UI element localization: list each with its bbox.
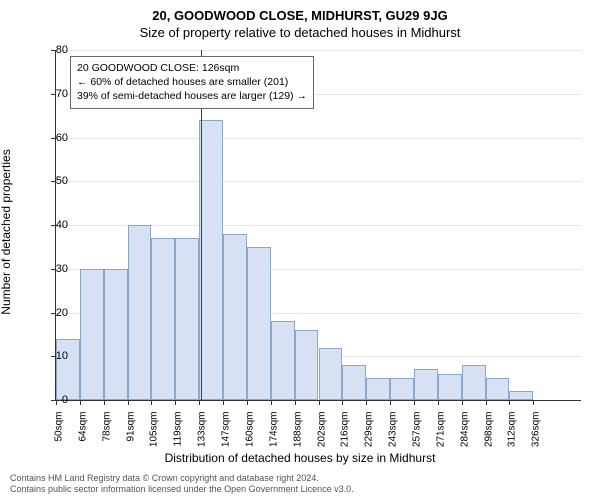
annotation-line-2: ← 60% of detached houses are smaller (20… [77,75,307,89]
x-tick-mark [319,400,320,405]
x-tick-label: 229sqm [364,412,375,462]
histogram-bar [462,365,486,400]
x-tick-mark [342,400,343,405]
x-tick-label: 174sqm [268,412,279,462]
x-tick-label: 147sqm [221,412,232,462]
y-tick-label: 10 [38,350,68,362]
x-tick-label: 78sqm [101,412,112,462]
x-tick-label: 50sqm [54,412,65,462]
x-tick-mark [414,400,415,405]
histogram-bar [342,365,366,400]
x-tick-label: 257sqm [411,412,422,462]
x-tick-label: 312sqm [507,412,518,462]
x-tick-label: 133sqm [197,412,208,462]
x-tick-mark [247,400,248,405]
x-tick-label: 105sqm [149,412,160,462]
histogram-bar [175,238,199,400]
y-tick-label: 70 [38,88,68,100]
x-tick-mark [128,400,129,405]
histogram-bar [56,339,80,400]
x-tick-label: 160sqm [244,412,255,462]
histogram-bar [271,321,295,400]
grid-line [56,181,581,182]
x-tick-label: 298sqm [483,412,494,462]
x-tick-label: 216sqm [340,412,351,462]
x-tick-label: 119sqm [173,412,184,462]
y-tick-label: 0 [38,394,68,406]
histogram-bar [366,378,390,400]
y-tick-label: 50 [38,175,68,187]
grid-line [56,138,581,139]
histogram-bar [199,120,223,400]
histogram-bar [438,374,462,400]
footer-line-2: Contains public sector information licen… [10,484,354,496]
annotation-line-3: 39% of semi-detached houses are larger (… [77,89,307,103]
x-tick-mark [80,400,81,405]
x-tick-label: 202sqm [316,412,327,462]
y-tick-label: 80 [38,44,68,56]
histogram-bar [80,269,104,400]
histogram-bar [247,247,271,400]
x-tick-mark [486,400,487,405]
x-tick-mark [509,400,510,405]
x-tick-label: 326sqm [531,412,542,462]
histogram-bar [295,330,319,400]
footer-attribution: Contains HM Land Registry data © Crown c… [10,473,354,496]
y-tick-label: 40 [38,219,68,231]
x-tick-mark [295,400,296,405]
grid-line [56,50,581,51]
y-axis-label: Number of detached properties [0,149,13,314]
x-tick-label: 243sqm [388,412,399,462]
annotation-line-1: 20 GOODWOOD CLOSE: 126sqm [77,61,307,75]
x-tick-label: 91sqm [125,412,136,462]
x-tick-mark [151,400,152,405]
footer-line-1: Contains HM Land Registry data © Crown c… [10,473,354,485]
y-tick-label: 60 [38,132,68,144]
x-tick-label: 188sqm [292,412,303,462]
histogram-bar [390,378,414,400]
x-tick-mark [533,400,534,405]
x-tick-label: 64sqm [77,412,88,462]
x-tick-label: 284sqm [459,412,470,462]
histogram-bar [509,391,533,400]
x-tick-mark [199,400,200,405]
y-tick-label: 30 [38,263,68,275]
chart-area: 20 GOODWOOD CLOSE: 126sqm ← 60% of detac… [55,50,580,400]
x-tick-mark [223,400,224,405]
chart-title-main: 20, GOODWOOD CLOSE, MIDHURST, GU29 9JG [0,0,600,23]
y-tick-label: 20 [38,307,68,319]
histogram-bar [223,234,247,400]
histogram-bar [486,378,510,400]
x-tick-label: 271sqm [435,412,446,462]
chart-title-sub: Size of property relative to detached ho… [0,23,600,40]
annotation-box: 20 GOODWOOD CLOSE: 126sqm ← 60% of detac… [70,56,314,109]
x-tick-mark [104,400,105,405]
x-tick-mark [462,400,463,405]
histogram-bar [128,225,152,400]
histogram-bar [319,348,343,401]
x-tick-mark [438,400,439,405]
x-tick-mark [271,400,272,405]
histogram-bar [414,369,438,400]
histogram-bar [104,269,128,400]
x-tick-mark [366,400,367,405]
histogram-bar [151,238,175,400]
x-tick-mark [390,400,391,405]
x-tick-mark [175,400,176,405]
